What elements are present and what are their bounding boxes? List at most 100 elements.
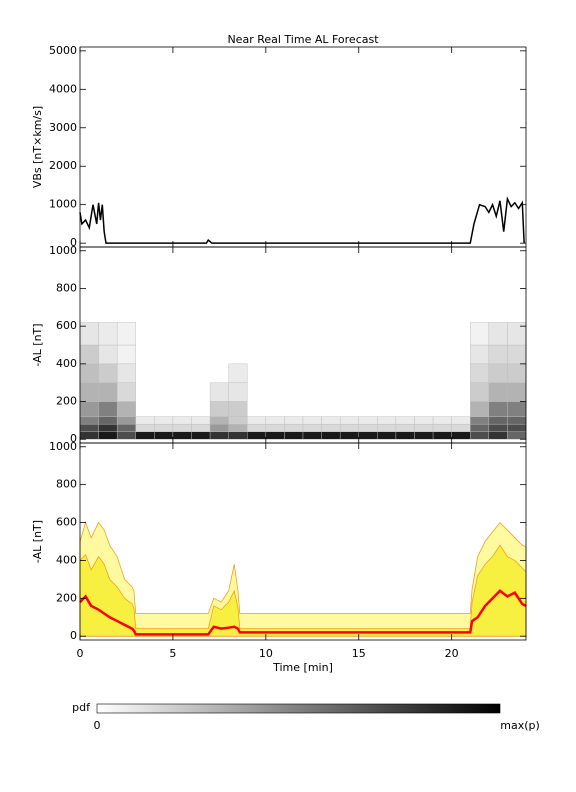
colorbar-max: max(p) [500,719,540,732]
x-tick-label: 10 [259,647,273,660]
y-tick-label: 5000 [49,44,77,57]
heatmap-cell [116,322,136,346]
heatmap-cell [191,416,211,425]
heatmap-cell [98,382,118,402]
heatmap-cell [451,431,471,440]
heatmap-cell [451,416,471,425]
y-tick-label: 1000 [49,244,77,257]
median-line [79,589,527,636]
heatmap-cell [209,423,229,432]
heatmap-cell [228,382,248,402]
data-line [79,196,525,244]
y-tick-label: 200 [56,395,77,408]
heatmap-cell [154,416,174,425]
heatmap-cell [98,416,118,425]
y-axis-label: -AL [nT] [31,520,44,563]
y-tick-label: 0 [70,629,77,642]
heatmap-cell [247,416,267,425]
heatmap-cell [98,344,118,365]
heatmap-cell [79,431,99,440]
heatmap-cell [154,431,174,440]
heatmap-cell [377,416,397,425]
heatmap-cell [358,416,378,425]
heatmap-cell [79,344,99,365]
heatmap-cell [228,401,248,417]
heatmap-cell [377,423,397,432]
heatmap-cell [321,431,341,440]
x-axis-label: Time [min] [272,661,333,674]
heatmap-cell [470,401,490,417]
heatmap-cell [284,423,304,432]
heatmap-cell [79,416,99,425]
band-area [79,521,527,637]
heatmap-cell [414,423,434,432]
heatmap-cell [98,401,118,417]
heatmap-cell [98,423,118,432]
heatmap-cell [507,363,527,383]
heatmap-cell [209,431,229,440]
heatmap-cell [209,401,229,417]
heatmap-cell [265,431,285,440]
y-tick-label: 200 [56,591,77,604]
y-tick-label: 0 [70,432,77,445]
heatmap-cell [488,431,508,440]
heatmap-cell [507,416,527,425]
heatmap-cell [414,416,434,425]
x-tick-label: 20 [445,647,459,660]
heatmap-cell [321,423,341,432]
plot-frame [79,46,527,248]
plot-frame [79,246,527,444]
heatmap-cell [395,416,415,425]
heatmap-cell [116,401,136,417]
heatmap-cell [358,431,378,440]
y-tick-label: 800 [56,478,77,491]
heatmap-cell [79,363,99,383]
y-tick-label: 1000 [49,198,77,211]
heatmap-cell [302,423,322,432]
y-axis-label: -AL [nT] [31,323,44,366]
heatmap-cell [358,423,378,432]
heatmap-cell [395,431,415,440]
heatmap-cell [507,401,527,417]
heatmap-cell [79,401,99,417]
heatmap-cell [228,431,248,440]
x-tick-label: 5 [169,647,176,660]
heatmap-cell [488,416,508,425]
heatmap-cell [98,431,118,440]
heatmap-cell [191,423,211,432]
heatmap-cell [395,423,415,432]
heatmap-cell [470,344,490,365]
heatmap-cell [488,423,508,432]
heatmap-cell [507,382,527,402]
y-tick-label: 4000 [49,82,77,95]
heatmap-cell [339,431,359,440]
heatmap-cell [488,401,508,417]
heatmap-cell [321,416,341,425]
heatmap-cell [284,431,304,440]
heatmap-cell [265,423,285,432]
heatmap-cell [135,416,155,425]
heatmap-cell [507,423,527,432]
heatmap-cell [116,363,136,383]
heatmap-cell [488,344,508,365]
heatmap-cell [470,416,490,425]
heatmap-cell [228,423,248,432]
y-tick-label: 600 [56,319,77,332]
heatmap-cell [284,416,304,425]
heatmap-cell [79,382,99,402]
heatmap-cell [228,363,248,383]
heatmap-cell [507,431,527,440]
heatmap-cell [98,363,118,383]
heatmap-cell [172,423,192,432]
heatmap-cell [432,431,452,440]
y-tick-label: 400 [56,553,77,566]
heatmap-cell [228,416,248,425]
colorbar-min: 0 [94,719,101,732]
heatmap-cell [507,344,527,365]
chart-title: Near Real Time AL Forecast [227,33,379,46]
heatmap-cell [247,423,267,432]
x-tick-label: 15 [352,647,366,660]
heatmap-cell [209,416,229,425]
y-tick-label: 0 [70,236,77,249]
colorbar [96,703,501,714]
